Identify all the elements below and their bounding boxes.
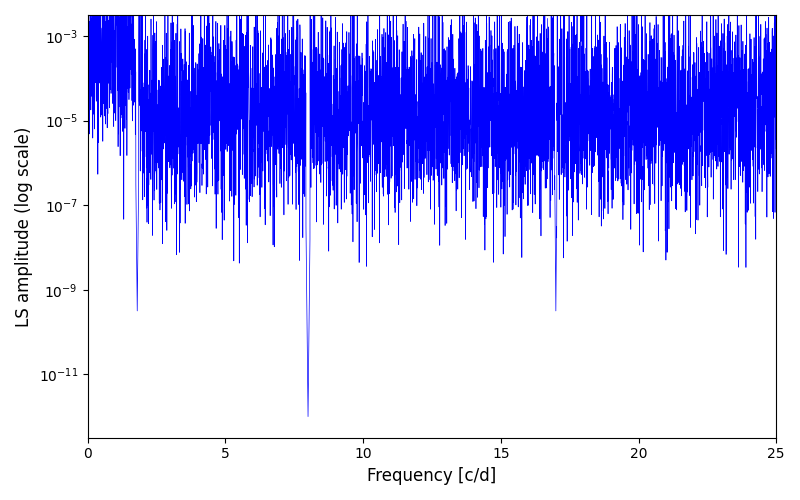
Y-axis label: LS amplitude (log scale): LS amplitude (log scale) <box>15 126 33 326</box>
X-axis label: Frequency [c/d]: Frequency [c/d] <box>367 467 497 485</box>
